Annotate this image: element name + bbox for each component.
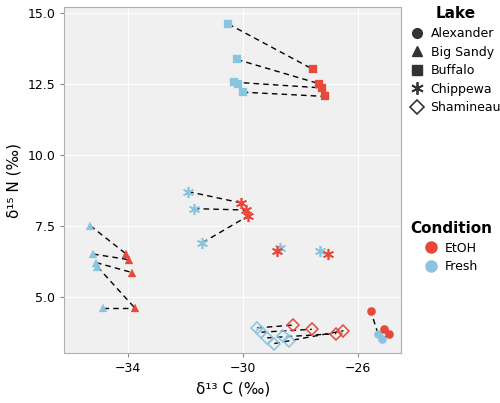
Y-axis label: δ¹⁵ N (‰): δ¹⁵ N (‰) <box>7 143 22 218</box>
X-axis label: δ¹³ C (‰): δ¹³ C (‰) <box>196 381 270 396</box>
Legend: EtOH, Fresh: EtOH, Fresh <box>410 221 492 273</box>
